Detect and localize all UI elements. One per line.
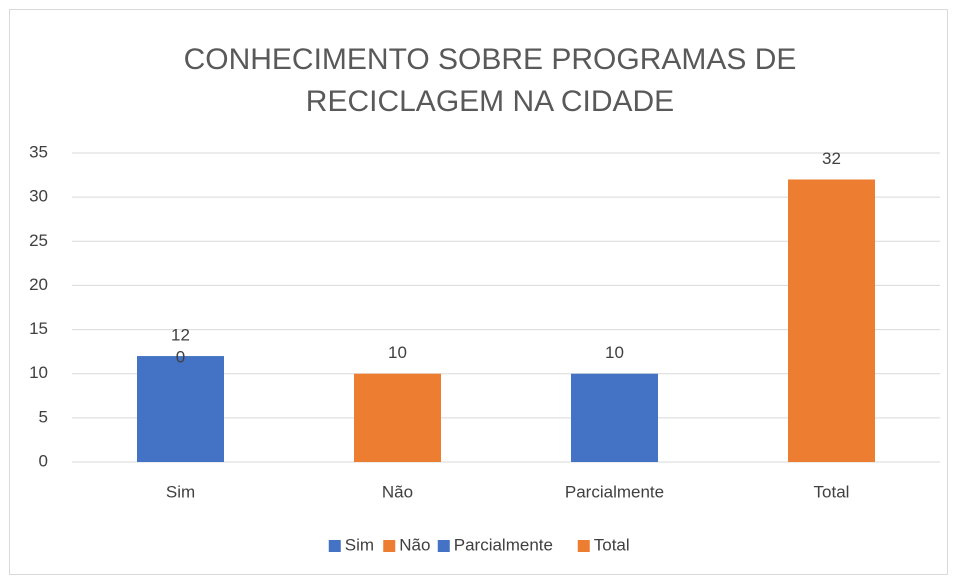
bar: [571, 373, 658, 462]
data-label: 12: [171, 326, 190, 345]
y-tick-label: 20: [29, 275, 48, 294]
y-tick-label: 10: [29, 363, 48, 382]
y-tick-label: 25: [29, 231, 48, 250]
bar: [354, 373, 441, 462]
y-tick-label: 30: [29, 187, 48, 206]
bar: [137, 356, 224, 462]
y-tick-label: 35: [29, 142, 48, 161]
legend-label: Sim: [345, 535, 374, 554]
data-label: 10: [605, 343, 624, 362]
bar: [788, 179, 875, 462]
chart-title: CONHECIMENTO SOBRE PROGRAMAS DE: [184, 43, 797, 76]
legend-swatch: [383, 540, 396, 552]
y-tick-label: 15: [29, 319, 48, 338]
legend-swatch: [437, 540, 450, 552]
data-label: 32: [822, 149, 841, 168]
y-tick-label: 5: [39, 407, 48, 426]
legend-swatch: [328, 540, 341, 552]
legend-label: Não: [399, 535, 430, 554]
x-tick-label: Sim: [166, 482, 195, 501]
chart-title: RECICLAGEM NA CIDADE: [306, 85, 674, 118]
legend-swatch: [577, 540, 590, 552]
legend-label: Parcialmente: [454, 535, 553, 554]
legend-label: Total: [594, 535, 630, 554]
data-label: 0: [176, 348, 185, 367]
data-label: 10: [388, 343, 407, 362]
x-tick-label: Não: [382, 482, 413, 501]
y-tick-label: 0: [39, 451, 48, 470]
x-tick-label: Total: [814, 482, 850, 501]
x-tick-label: Parcialmente: [565, 482, 664, 501]
